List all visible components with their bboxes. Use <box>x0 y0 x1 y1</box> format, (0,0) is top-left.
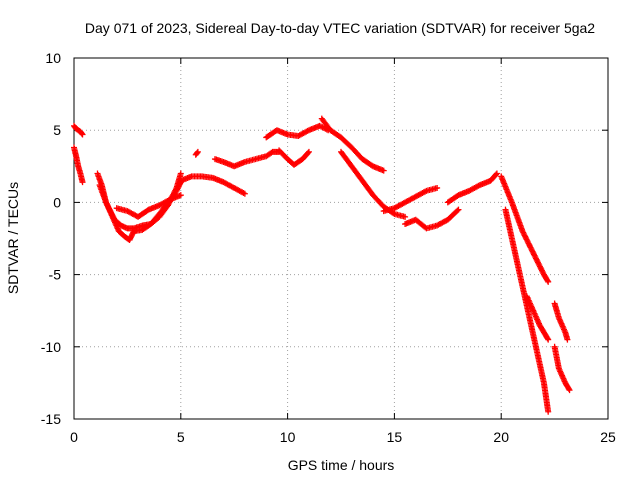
data-point-marker <box>422 188 429 195</box>
data-point-marker <box>78 130 85 137</box>
series-arc-g <box>192 148 201 158</box>
plot-frame <box>73 57 609 420</box>
x-tick-label: 5 <box>177 429 185 445</box>
series-arc-e <box>113 192 184 220</box>
data-point-marker <box>566 387 573 394</box>
data-point-marker <box>545 278 552 285</box>
y-tick-label: 0 <box>53 194 61 210</box>
data-point-marker <box>304 127 311 134</box>
series-arc-b <box>71 144 86 186</box>
y-tick-label: -5 <box>49 267 62 283</box>
x-axis-label: GPS time / hours <box>288 457 395 473</box>
x-tick-label: 10 <box>280 429 296 445</box>
data-point-marker <box>194 148 201 155</box>
axis-ticks: 0 5 10 15 20 25 10 5 0 -5 -10 -15 <box>41 50 616 445</box>
series-arc-o <box>444 170 500 206</box>
series-arc-a <box>71 122 86 138</box>
series-arc-f <box>177 173 248 197</box>
series-arc-q <box>502 206 552 415</box>
data-point-marker <box>402 213 409 220</box>
data-point-marker <box>455 206 462 213</box>
series-arc-j <box>276 147 312 168</box>
data-point-marker <box>79 131 86 138</box>
data-point-marker <box>434 184 441 191</box>
y-tick-label: -15 <box>41 411 61 427</box>
x-tick-label: 15 <box>387 429 403 445</box>
x-tick-label: 25 <box>600 429 616 445</box>
data-point-marker <box>564 336 571 343</box>
data-point-marker <box>475 182 482 189</box>
data-point-marker <box>79 179 86 186</box>
series-arc-r <box>523 293 552 343</box>
series-arc-n <box>402 206 462 232</box>
series-arc-p <box>498 173 552 285</box>
data-point-marker <box>305 148 312 155</box>
data-point-marker <box>240 190 247 197</box>
data-points <box>71 115 573 415</box>
chart-title: Day 071 of 2023, Sidereal Day-to-day VTE… <box>85 20 595 36</box>
data-point-marker <box>493 171 500 178</box>
y-tick-label: 10 <box>45 50 61 66</box>
data-point-marker <box>544 335 551 342</box>
data-point-marker <box>165 197 172 204</box>
data-point-marker <box>194 149 201 156</box>
y-axis-label: SDTVAR / TECUs <box>5 182 21 294</box>
data-point-marker <box>305 149 312 156</box>
data-point-marker <box>241 190 248 197</box>
series-arc-t <box>551 343 573 394</box>
y-tick-label: -10 <box>41 339 61 355</box>
series-arc-s <box>551 300 571 343</box>
data-point-marker <box>545 336 552 343</box>
x-tick-label: 20 <box>493 429 509 445</box>
series-arc-m <box>380 184 441 215</box>
grid <box>74 58 608 419</box>
x-tick-label: 0 <box>70 429 78 445</box>
series-arc-k <box>318 115 387 174</box>
data-point-marker <box>565 385 572 392</box>
data-point-marker <box>177 170 184 177</box>
data-point-marker <box>454 207 461 214</box>
y-tick-label: 5 <box>53 122 61 138</box>
data-point-marker <box>177 192 184 199</box>
data-point-marker <box>493 170 500 177</box>
data-point-marker <box>545 408 552 415</box>
data-point-marker <box>380 167 387 174</box>
data-point-marker <box>544 277 551 284</box>
